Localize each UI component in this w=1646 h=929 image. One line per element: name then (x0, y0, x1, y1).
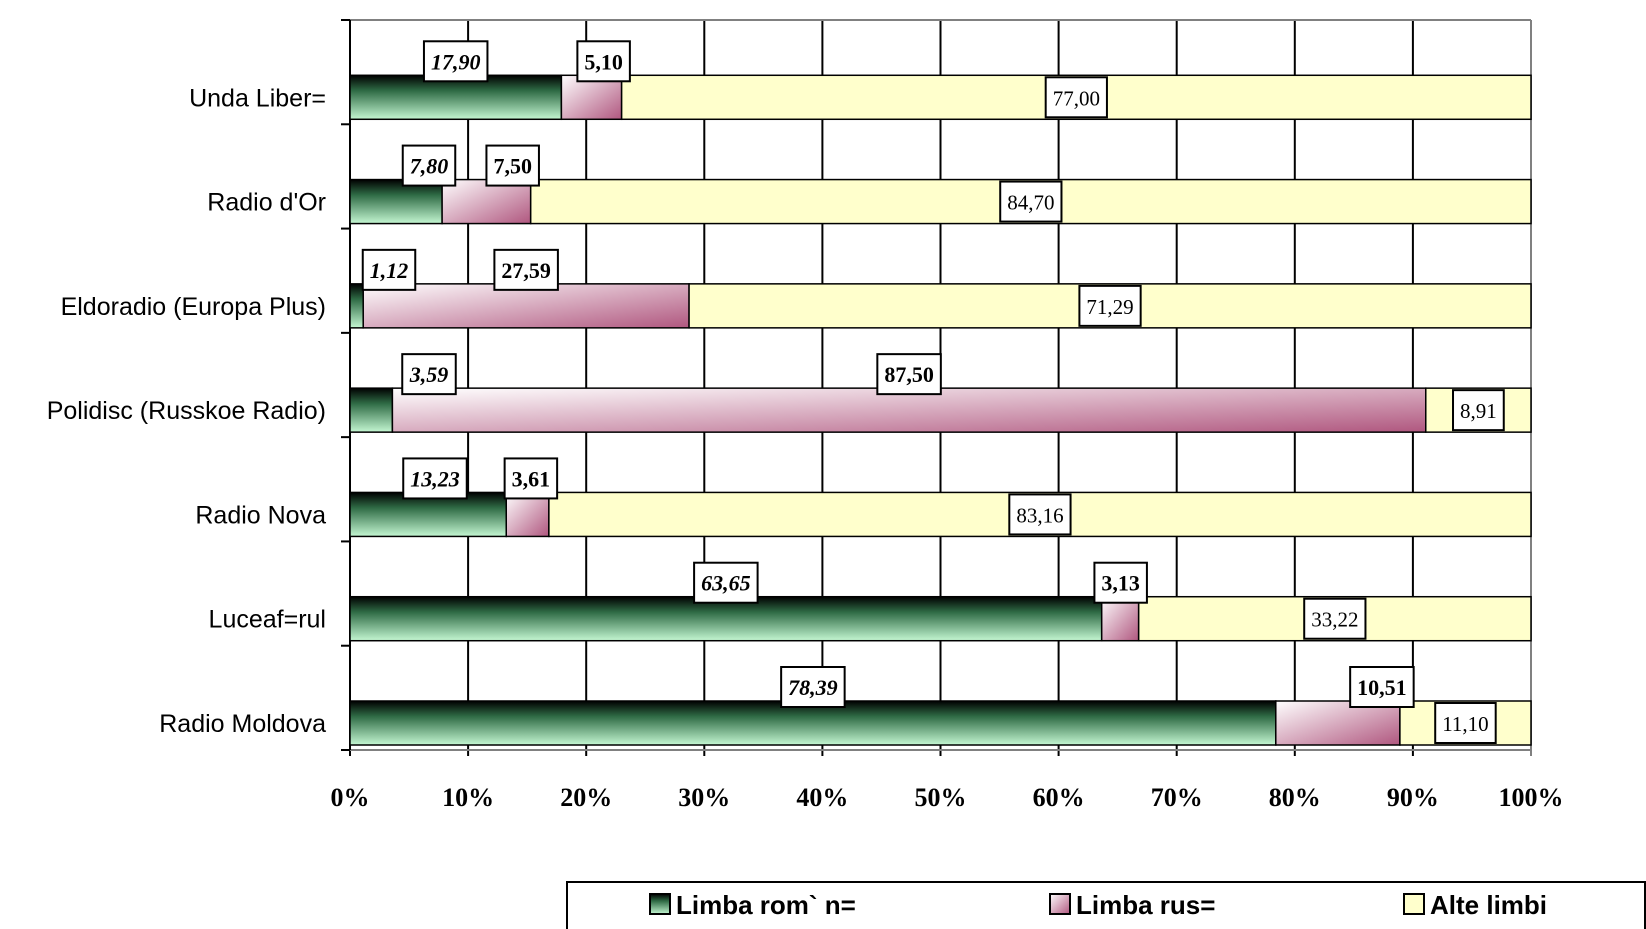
data-label-romanian: 7,80 (401, 144, 457, 187)
x-tick-label: 10% (442, 783, 494, 812)
bar-romanian (349, 283, 364, 329)
x-tick-label: 30% (678, 783, 730, 812)
svg-text:33,22: 33,22 (1311, 608, 1358, 632)
data-label-russian: 3,61 (503, 457, 559, 500)
x-tick-label: 20% (560, 783, 612, 812)
svg-text:83,16: 83,16 (1016, 503, 1063, 527)
data-label-russian: 3,13 (1093, 561, 1148, 604)
svg-text:3,59: 3,59 (409, 362, 449, 387)
category-label: Radio Moldova (159, 710, 326, 738)
legend-swatch (1049, 893, 1071, 915)
x-tick-label: 60% (1033, 783, 1085, 812)
category-label: Unda Liber= (189, 84, 326, 112)
svg-text:78,39: 78,39 (788, 675, 838, 700)
bar-romanian (349, 491, 507, 538)
data-label-other: 8,91 (1452, 389, 1505, 432)
bar-romanian (349, 178, 443, 225)
legend-label: Alte limbi (1430, 890, 1547, 920)
svg-text:17,90: 17,90 (431, 49, 481, 74)
data-label-romanian: 3,59 (401, 353, 457, 396)
svg-text:3,13: 3,13 (1101, 571, 1140, 596)
data-label-other: 83,16 (1008, 493, 1072, 536)
legend-box (566, 881, 1646, 929)
svg-text:84,70: 84,70 (1007, 191, 1054, 215)
bar-romanian (349, 595, 1103, 642)
bar-russian (391, 387, 1427, 433)
svg-text:87,50: 87,50 (884, 362, 934, 387)
x-tick-label: 100% (1499, 783, 1564, 812)
category-label: Radio d'Or (207, 189, 326, 217)
x-tick-label: 0% (331, 783, 370, 812)
category-label: Polidisc (Russkoe Radio) (47, 397, 326, 425)
data-label-other: 71,29 (1078, 284, 1142, 327)
category-labels: Unda Liber= Radio d'Or Eldoradio (Europa P… (47, 84, 326, 738)
bar-russian (362, 283, 690, 329)
svg-text:63,65: 63,65 (701, 571, 751, 596)
x-tick-label: 70% (1151, 783, 1203, 812)
svg-text:8,91: 8,91 (1460, 399, 1497, 423)
bar-russian (1275, 700, 1401, 746)
x-axis-ticks: 0% 10% 20% 30% 40% 50% 60% 70% 80% 90% 100% (331, 783, 1564, 812)
data-label-romanian: 63,65 (693, 561, 759, 604)
bar-romanian (349, 387, 394, 433)
svg-text:1,12: 1,12 (370, 258, 409, 283)
bar-romanian (349, 700, 1277, 746)
category-label: Eldoradio (Europa Plus) (61, 293, 326, 321)
data-label-russian: 10,51 (1349, 666, 1415, 708)
legend-swatch (1403, 893, 1425, 915)
data-label-other: 77,00 (1044, 76, 1108, 119)
svg-text:71,29: 71,29 (1086, 295, 1133, 319)
svg-text:7,80: 7,80 (410, 154, 449, 179)
svg-text:3,61: 3,61 (512, 466, 551, 491)
category-label: Luceaf=rul (209, 606, 326, 634)
svg-text:11,10: 11,10 (1442, 712, 1488, 736)
data-label-other: 84,70 (999, 180, 1063, 223)
x-tick-label: 80% (1269, 783, 1321, 812)
data-label-romanian: 1,12 (361, 248, 417, 291)
data-label-other: 33,22 (1303, 597, 1367, 640)
category-label: Radio Nova (195, 501, 326, 529)
data-label-romanian: 17,90 (422, 40, 489, 83)
bar-russian (505, 491, 550, 538)
svg-text:13,23: 13,23 (410, 466, 460, 491)
legend: Limba rom` n= Limba rus= Alte limbi (566, 881, 1646, 929)
data-label-russian: 7,50 (485, 144, 540, 187)
svg-text:7,50: 7,50 (493, 154, 532, 179)
data-label-russian: 5,10 (576, 40, 631, 83)
data-label-russian: 87,50 (876, 353, 942, 396)
bar-romanian (349, 74, 563, 121)
svg-text:77,00: 77,00 (1053, 86, 1100, 110)
x-tick-label: 50% (915, 783, 967, 812)
data-label-other: 11,10 (1434, 702, 1497, 744)
x-tick-label: 90% (1387, 783, 1439, 812)
data-label-romanian: 13,23 (402, 457, 468, 500)
svg-text:27,59: 27,59 (501, 258, 551, 283)
data-label-russian: 27,59 (493, 248, 559, 291)
svg-text:10,51: 10,51 (1357, 675, 1407, 700)
data-labels: 17,90 5,10 77,00 7,80 7,50 84,70 1,12 27,59 71,2… (361, 40, 1505, 744)
legend-label: Limba rus= (1076, 890, 1215, 920)
legend-label: Limba rom` n= (676, 890, 856, 920)
data-label-romanian: 78,39 (780, 666, 846, 708)
x-tick-label: 40% (796, 783, 848, 812)
bar-russian (441, 178, 532, 225)
legend-swatch (649, 893, 671, 915)
svg-text:5,10: 5,10 (584, 49, 623, 74)
